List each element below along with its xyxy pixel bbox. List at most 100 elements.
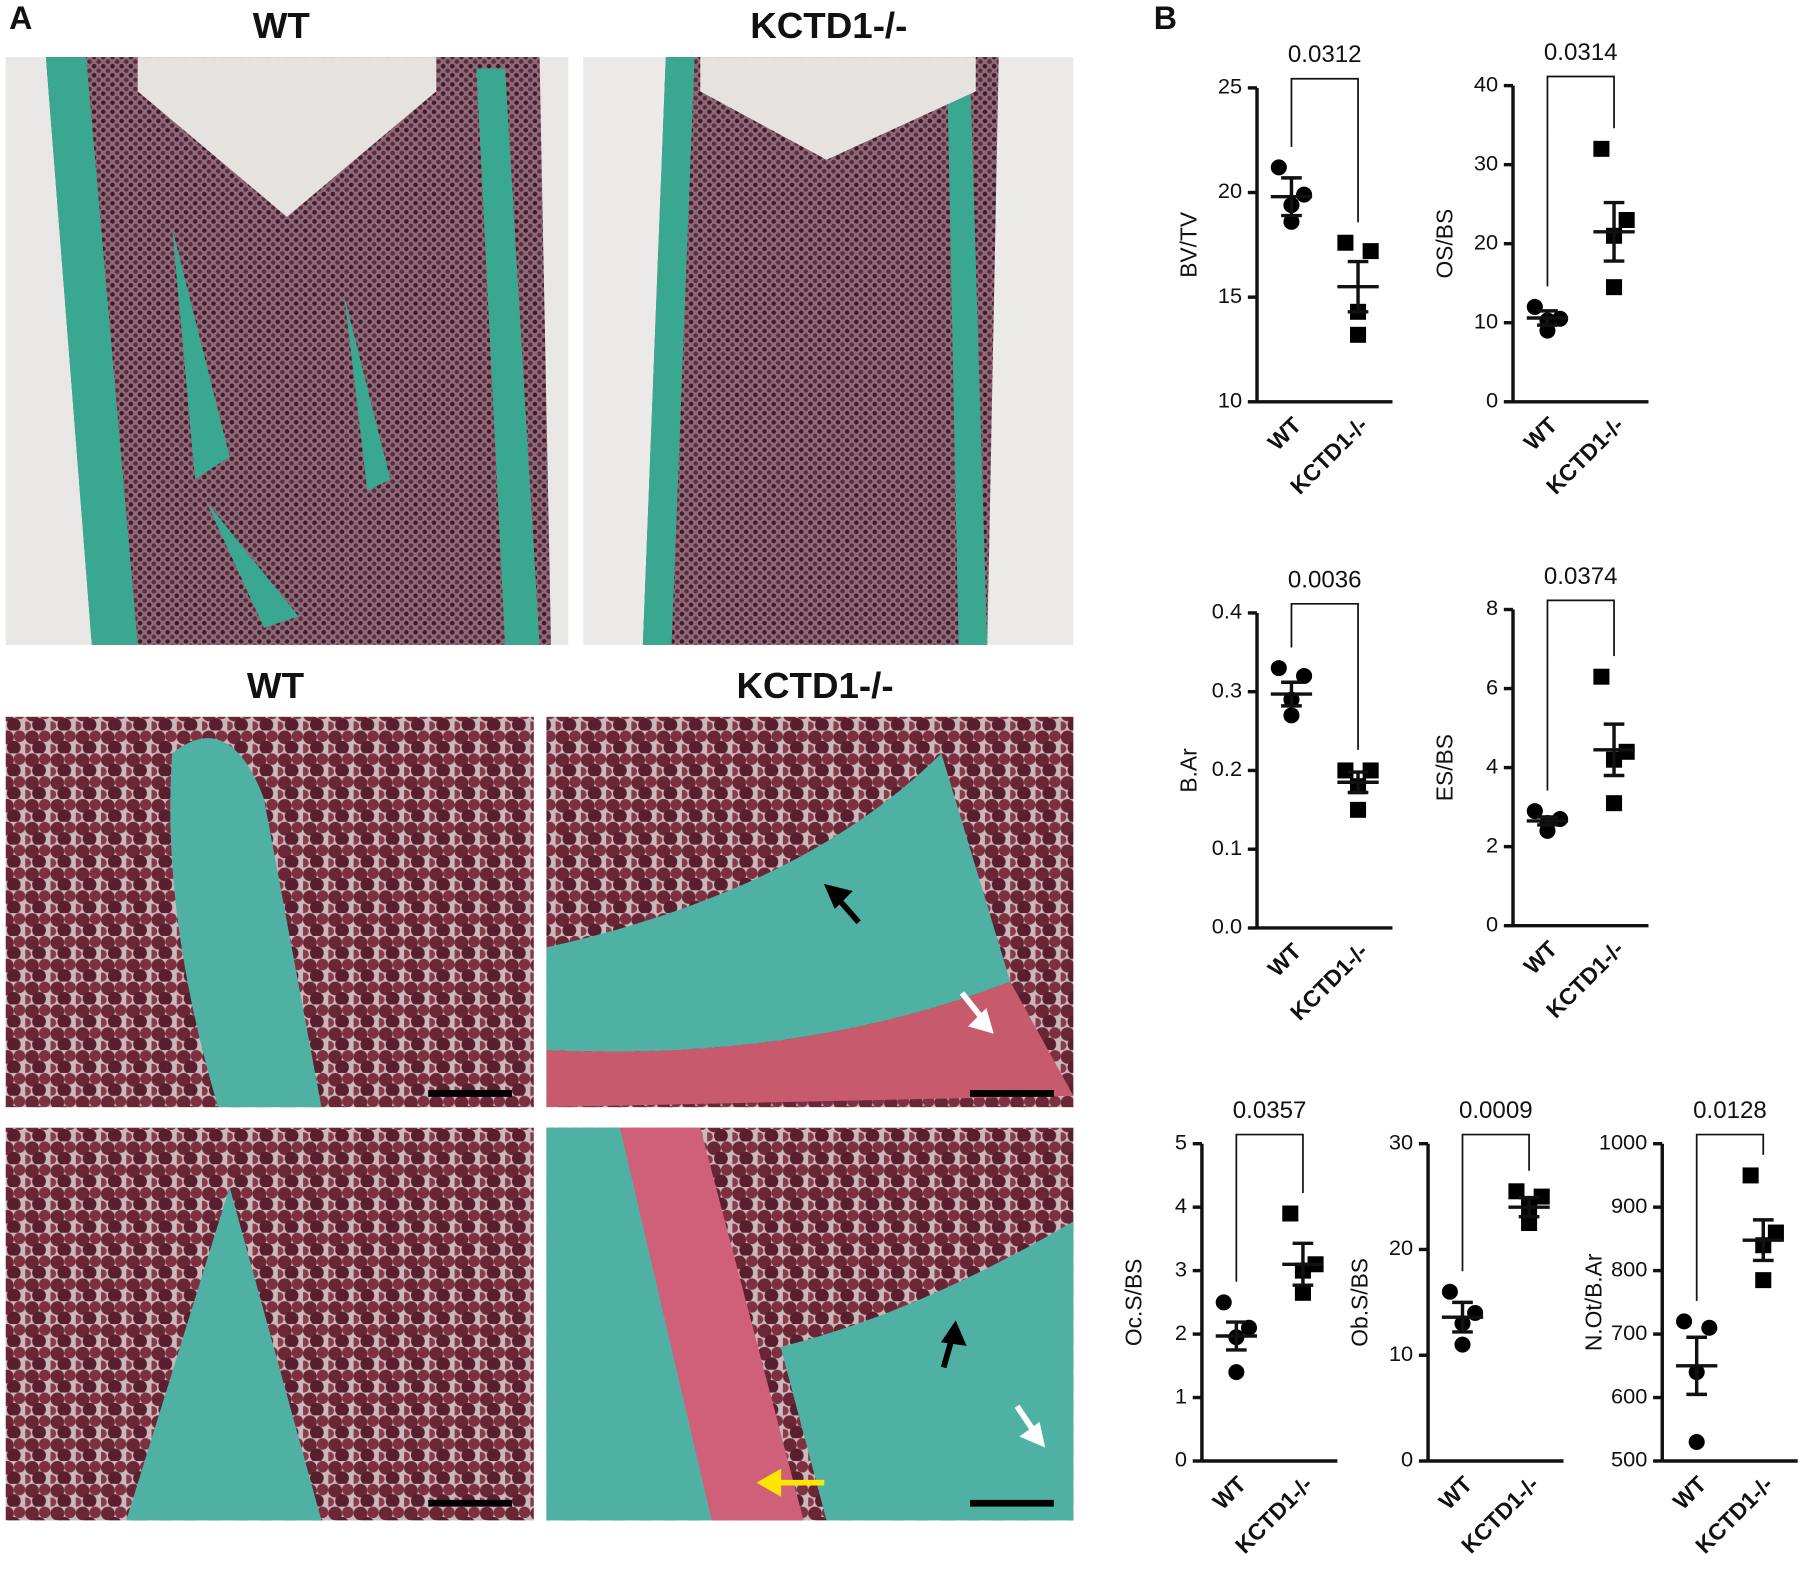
p-value: 0.0036: [1288, 566, 1362, 593]
data-point: [1618, 743, 1635, 760]
data-point: [1688, 1433, 1705, 1450]
data-point: [1552, 810, 1569, 827]
x-tick-label: WT: [1207, 1471, 1251, 1514]
y-tick-label: 0.1: [1212, 835, 1242, 860]
data-point: [1755, 1272, 1772, 1289]
data-point: [1337, 234, 1354, 251]
y-tick-label: 10: [1474, 309, 1498, 334]
data-point: [1350, 326, 1367, 343]
significance-bracket: [1695, 1133, 1765, 1301]
data-point: [1701, 1319, 1718, 1336]
data-point: [1283, 213, 1300, 230]
y-tick-label: 20: [1218, 178, 1242, 203]
data-point: [1294, 1284, 1311, 1301]
y-tick-label: 30: [1389, 1129, 1413, 1154]
p-value: 0.0314: [1544, 39, 1618, 66]
y-tick-label: 5: [1175, 1129, 1187, 1154]
y-axis-label: Oc.S/BS: [1120, 1259, 1146, 1346]
y-tick-label: 500: [1611, 1447, 1647, 1472]
data-point: [1676, 1313, 1693, 1330]
significance-bracket: [1290, 602, 1359, 750]
y-axis-label: N.Ot/B.Ar: [1581, 1253, 1607, 1351]
y-tick-label: 0.0: [1212, 914, 1242, 939]
data-point: [1454, 1336, 1471, 1353]
y-tick-label: 700: [1611, 1320, 1647, 1345]
data-point: [1296, 667, 1313, 684]
data-point: [1240, 1319, 1258, 1336]
significance-bracket: [1461, 1133, 1530, 1272]
panel-label: A: [9, 0, 32, 36]
p-value: 0.0009: [1459, 1097, 1533, 1124]
y-axis-label: B.Ar: [1175, 748, 1201, 793]
data-point: [1767, 1224, 1784, 1241]
data-point: [1526, 803, 1543, 820]
x-tick-label: WT: [1519, 936, 1563, 979]
y-tick-label: 4: [1175, 1193, 1187, 1218]
y-tick-label: 0.4: [1212, 599, 1242, 624]
data-point: [1618, 211, 1635, 228]
y-axis-label: Ob.S/BS: [1346, 1258, 1372, 1347]
p-value: 0.0128: [1693, 1097, 1767, 1124]
y-axis-label: BV/TV: [1175, 211, 1201, 278]
data-point: [1228, 1364, 1245, 1381]
y-tick-label: 0: [1486, 911, 1498, 936]
significance-bracket: [1546, 599, 1615, 791]
p-value: 0.0357: [1233, 1097, 1307, 1124]
y-tick-label: 800: [1611, 1256, 1647, 1281]
y-tick-label: 3: [1175, 1256, 1187, 1281]
p-value: 0.0312: [1288, 41, 1362, 68]
p-value: 0.0374: [1544, 563, 1618, 590]
data-point: [1350, 801, 1367, 818]
x-tick-label: WT: [1263, 412, 1307, 455]
data-point: [1283, 707, 1300, 724]
data-point: [1539, 822, 1556, 839]
data-point: [1296, 186, 1313, 203]
y-tick-label: 0: [1486, 388, 1498, 413]
y-tick-label: 2: [1486, 832, 1498, 857]
image-title: KCTD1-/-: [736, 665, 893, 706]
data-point: [1270, 660, 1287, 677]
y-tick-label: 40: [1474, 71, 1498, 96]
significance-bracket: [1235, 1133, 1304, 1282]
y-tick-label: 600: [1611, 1383, 1647, 1408]
y-tick-label: 6: [1486, 674, 1498, 699]
x-tick-label: WT: [1668, 1471, 1712, 1514]
data-point: [1605, 795, 1623, 812]
data-point: [1533, 1188, 1550, 1205]
y-axis-label: ES/BS: [1431, 734, 1457, 801]
y-axis-label: OS/BS: [1431, 209, 1457, 279]
y-tick-label: 8: [1486, 595, 1498, 620]
x-tick-label: WT: [1519, 412, 1563, 455]
data-point: [1362, 762, 1379, 779]
data-point: [1282, 1205, 1299, 1222]
image-title: KCTD1-/-: [750, 5, 907, 46]
significance-bracket: [1290, 77, 1359, 223]
y-tick-label: 20: [1474, 229, 1498, 254]
data-point: [1508, 1183, 1525, 1200]
y-tick-label: 25: [1218, 74, 1242, 99]
data-point: [1337, 762, 1354, 779]
significance-bracket: [1546, 75, 1615, 287]
y-tick-label: 4: [1486, 753, 1498, 778]
y-tick-label: 0: [1401, 1447, 1413, 1472]
y-tick-label: 0: [1175, 1447, 1187, 1472]
y-tick-label: 900: [1611, 1193, 1647, 1218]
data-point: [1742, 1167, 1759, 1184]
y-tick-label: 10: [1389, 1341, 1413, 1366]
y-tick-label: 30: [1474, 150, 1498, 175]
y-tick-label: 20: [1389, 1235, 1413, 1260]
y-tick-label: 2: [1175, 1320, 1187, 1345]
y-tick-label: 1: [1175, 1383, 1187, 1408]
data-point: [1270, 159, 1287, 176]
data-point: [1593, 668, 1610, 685]
x-tick-label: WT: [1434, 1471, 1478, 1514]
x-tick-label: WT: [1263, 938, 1307, 981]
y-tick-label: 1000: [1599, 1129, 1647, 1154]
y-tick-label: 0.3: [1212, 677, 1242, 702]
arrows: [756, 883, 1046, 1497]
histology-low-mag: [5, 57, 1074, 645]
data-point: [1521, 1215, 1538, 1232]
image-title: WT: [253, 5, 310, 46]
